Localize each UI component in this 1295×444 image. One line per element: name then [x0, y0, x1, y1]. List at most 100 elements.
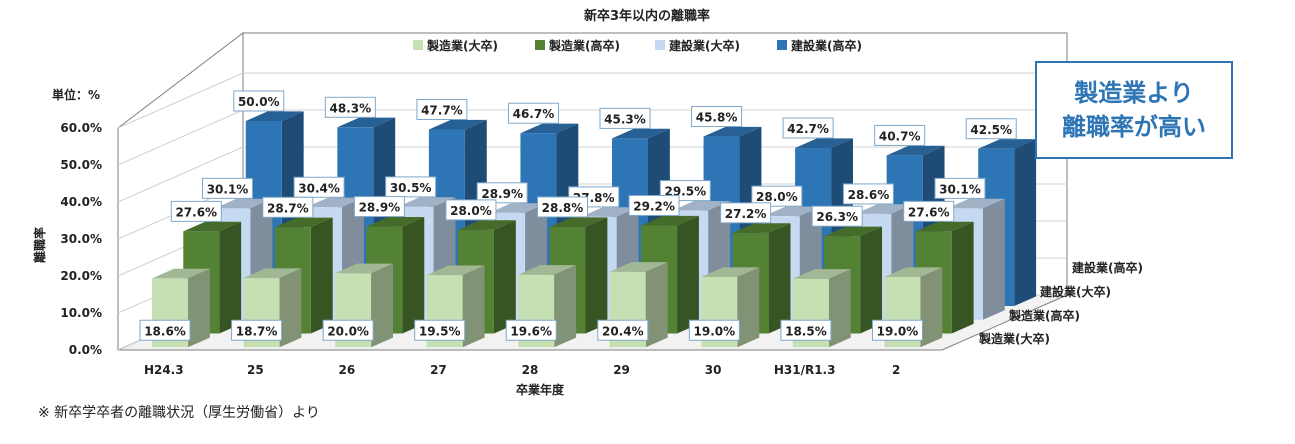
bar-side	[371, 263, 394, 348]
bar-top	[763, 206, 822, 217]
data-label-box	[597, 319, 649, 341]
data-label-box	[416, 99, 468, 121]
bar-top	[152, 268, 210, 279]
legend-swatch	[655, 40, 665, 50]
bar-top	[243, 268, 302, 279]
data-label: 27.2%	[725, 207, 767, 221]
data-label-box	[782, 117, 834, 139]
x-tick-label: 30	[705, 363, 722, 377]
y-tick-label: 50.0%	[60, 158, 102, 172]
y-tick-label: 40.0%	[60, 195, 102, 209]
data-label: 28.0%	[450, 204, 492, 218]
data-label-box	[139, 319, 191, 341]
callout-line-2: 離職率が高い	[1062, 113, 1206, 141]
bar-top	[886, 145, 945, 156]
bar: 18.5%	[780, 269, 851, 348]
data-label-box	[842, 183, 894, 205]
legend-item: 製造業(高卒)	[535, 38, 620, 53]
y-tick-label: 30.0%	[60, 232, 102, 246]
bar-side	[920, 267, 943, 348]
bar-top	[335, 263, 394, 274]
data-label-box	[322, 319, 374, 341]
data-label-box	[720, 202, 772, 224]
data-label: 28.9%	[359, 201, 401, 215]
bar-side	[982, 198, 1005, 320]
data-label-box	[628, 194, 680, 216]
x-axis-label: 卒業年度	[516, 382, 565, 397]
bar-side	[219, 221, 242, 334]
x-tick-label: 25	[247, 363, 264, 377]
bar-top	[641, 215, 699, 226]
bar-top	[214, 198, 273, 209]
data-label-box	[293, 176, 345, 198]
data-label-box	[811, 205, 863, 227]
data-label-box	[414, 319, 466, 341]
x-tick-label: 27	[430, 363, 447, 377]
legend-label: 製造業(大卒)	[426, 38, 498, 53]
data-label-box	[874, 124, 926, 146]
bar: 18.6%	[139, 268, 210, 348]
bar-side	[1014, 139, 1037, 306]
bar-top	[915, 221, 974, 232]
data-label-box	[965, 118, 1017, 140]
legend-item: 製造業(大卒)	[413, 38, 498, 53]
data-label: 30.4%	[298, 181, 340, 195]
data-label-box	[871, 319, 923, 341]
x-tick-label: 2	[892, 363, 900, 377]
y-axis-label: 離職率	[32, 227, 47, 263]
data-label-box	[691, 106, 743, 128]
bar-side	[677, 215, 699, 334]
data-label-box	[688, 319, 740, 341]
data-label: 20.0%	[327, 324, 369, 338]
data-label-box	[505, 319, 557, 341]
data-label-box	[170, 200, 222, 222]
bar-top	[672, 200, 731, 211]
bar-top	[795, 138, 853, 149]
legend-swatch	[777, 40, 787, 50]
bar-top	[183, 221, 242, 232]
bar-side	[402, 216, 425, 334]
footnote: ※ 新卒学卒者の離職状況（厚生労働省）より	[38, 405, 320, 421]
data-label: 30.1%	[207, 182, 249, 196]
data-label-box	[476, 182, 528, 204]
bar: 19.0%	[871, 267, 943, 348]
x-tick-label: H31/R1.3	[774, 363, 836, 377]
data-label: 28.8%	[542, 201, 584, 215]
x-tick-label: 29	[613, 363, 630, 377]
bar-side	[860, 226, 883, 334]
y-tick-label: 10.0%	[60, 306, 102, 320]
data-label-box	[751, 185, 803, 207]
bar-top	[457, 220, 516, 230]
bar-side	[554, 265, 577, 348]
bar: 18.7%	[231, 268, 302, 348]
data-label-box	[324, 96, 376, 118]
depth-axis-label: 製造業(大卒)	[978, 331, 1050, 346]
data-label: 19.0%	[877, 324, 919, 338]
data-label: 28.0%	[756, 190, 798, 204]
legend-label: 製造業(高卒)	[548, 38, 620, 53]
legend-item: 建設業(高卒)	[777, 38, 862, 53]
unit-label: 単位：%	[52, 87, 100, 102]
depth-axis-label: 製造業(高卒)	[1008, 308, 1080, 323]
bar-top	[580, 207, 639, 217]
bar-side	[951, 221, 974, 334]
bar-side	[188, 268, 210, 348]
legend-label: 建設業(高卒)	[790, 38, 862, 53]
bar-side	[645, 262, 668, 348]
bar-top	[978, 139, 1037, 149]
bar: 19.6%	[505, 265, 577, 348]
data-label: 28.7%	[267, 201, 309, 215]
bar-side	[310, 217, 333, 334]
bar-side	[585, 217, 608, 334]
bar: 20.0%	[322, 263, 394, 348]
y-tick-label: 0.0%	[69, 343, 102, 357]
data-label: 29.2%	[633, 199, 675, 213]
bar-top	[612, 128, 670, 139]
data-label: 27.6%	[175, 205, 217, 219]
data-label: 47.7%	[421, 104, 463, 118]
bar-side	[462, 265, 485, 348]
data-label-box	[903, 200, 955, 222]
data-label-box	[231, 319, 283, 341]
data-label-box	[537, 196, 588, 218]
bar-top	[306, 197, 364, 208]
